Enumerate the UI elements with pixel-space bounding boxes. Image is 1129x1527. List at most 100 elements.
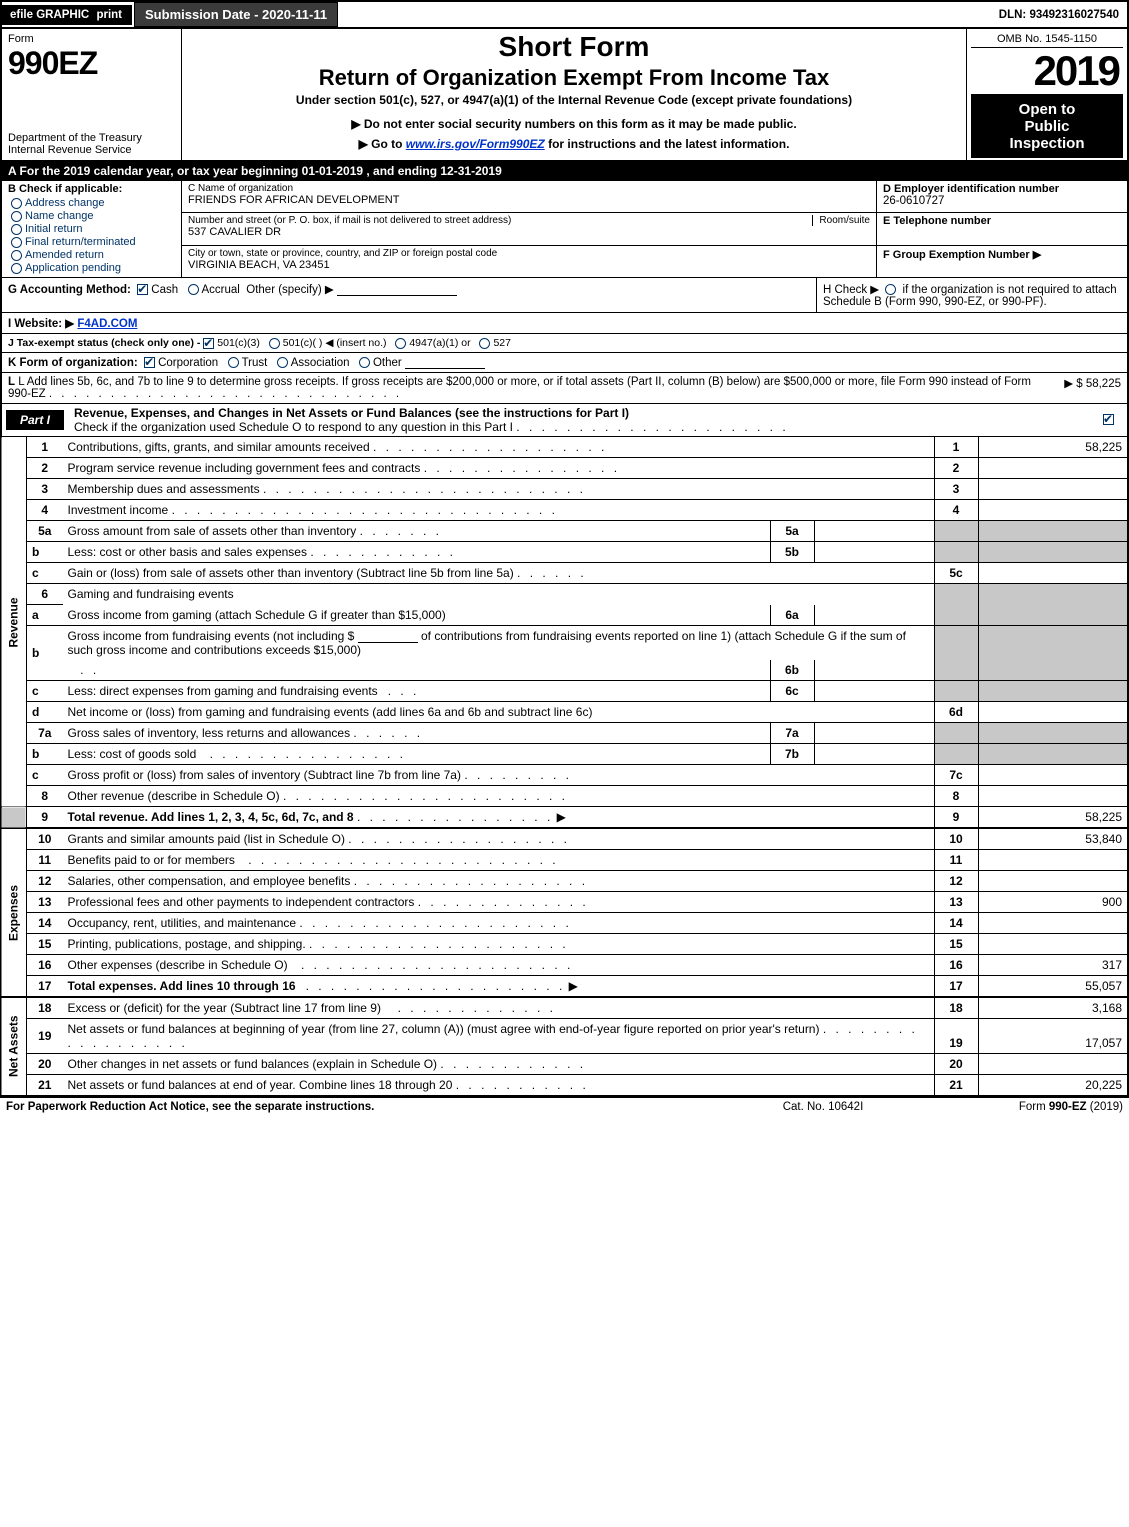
- val-18: 3,168: [978, 997, 1128, 1019]
- box-10: 10: [934, 828, 978, 850]
- chk-501c[interactable]: [269, 338, 280, 349]
- row-5c: c Gain or (loss) from sale of assets oth…: [1, 563, 1128, 584]
- txt-501c3: 501(c)(3): [217, 337, 260, 349]
- chk-final-return[interactable]: Final return/terminated: [8, 236, 175, 248]
- ln-9: 9: [27, 807, 63, 829]
- chk-other-org[interactable]: [359, 357, 370, 368]
- val-5c: [978, 563, 1128, 584]
- dept-line1: Department of the Treasury: [8, 132, 175, 144]
- val-21: 20,225: [978, 1075, 1128, 1097]
- tax-year: 2019: [971, 48, 1123, 95]
- txt-address-change: Address change: [25, 197, 105, 209]
- val-4: [978, 500, 1128, 521]
- short-form-title: Short Form: [188, 31, 960, 63]
- desc-7c-txt: Gross profit or (loss) from sales of inv…: [68, 768, 461, 782]
- other-org-input[interactable]: [405, 356, 485, 369]
- open-line2: Public: [973, 118, 1121, 135]
- print-link[interactable]: print: [96, 9, 122, 21]
- val-5b-grey: [978, 542, 1128, 563]
- ln-3: 3: [27, 479, 63, 500]
- chk-schedule-o[interactable]: [1103, 414, 1114, 425]
- website-link[interactable]: F4AD.COM: [77, 318, 137, 330]
- txt-527: 527: [493, 337, 511, 349]
- desc-16: Other expenses (describe in Schedule O) …: [63, 955, 935, 976]
- chk-cash[interactable]: [137, 284, 148, 295]
- val-6a-grey: [978, 605, 1128, 626]
- chk-initial-return[interactable]: Initial return: [8, 223, 175, 235]
- part1-table: Revenue 1 Contributions, gifts, grants, …: [0, 437, 1129, 1097]
- desc-19-txt: Net assets or fund balances at beginning…: [68, 1022, 820, 1036]
- txt-name-change: Name change: [25, 210, 94, 222]
- irs-link[interactable]: www.irs.gov/Form990EZ: [406, 137, 545, 151]
- val-11: [978, 850, 1128, 871]
- txt-initial-return: Initial return: [25, 223, 82, 235]
- other-specify-input[interactable]: [337, 283, 457, 296]
- form-id-block: Form 990EZ Department of the Treasury In…: [2, 29, 182, 160]
- mini-7a: 7a: [770, 723, 814, 744]
- ln-7b: b: [27, 744, 63, 765]
- h-schedule-b: H Check ▶ if the organization is not req…: [817, 278, 1127, 312]
- desc-15-txt: Printing, publications, postage, and shi…: [68, 937, 306, 951]
- ln-6: 6: [27, 584, 63, 605]
- row-8: 8 Other revenue (describe in Schedule O)…: [1, 786, 1128, 807]
- txt-corp: Corporation: [158, 357, 218, 369]
- val-10: 53,840: [978, 828, 1128, 850]
- efile-label: efile GRAPHIC print: [2, 5, 132, 25]
- val-12: [978, 871, 1128, 892]
- chk-4947[interactable]: [395, 338, 406, 349]
- mini-6b: 6b: [770, 660, 814, 681]
- box-4: 4: [934, 500, 978, 521]
- minival-7a: [814, 723, 934, 744]
- chk-assoc[interactable]: [277, 357, 288, 368]
- val-6-grey: [978, 584, 1128, 605]
- box-3: 3: [934, 479, 978, 500]
- col-b: B Check if applicable: Address change Na…: [2, 181, 182, 277]
- val-19: 17,057: [978, 1019, 1128, 1054]
- desc-2: Program service revenue including govern…: [63, 458, 935, 479]
- room-label: Room/suite: [812, 215, 870, 226]
- org-addr: 537 CAVALIER DR: [188, 226, 870, 238]
- chk-trust[interactable]: [228, 357, 239, 368]
- 6b-amount-input[interactable]: [358, 630, 418, 643]
- ln-5c: c: [27, 563, 63, 584]
- footer-right-bold: 990-EZ: [1049, 1101, 1087, 1113]
- txt-other: Other (specify) ▶: [246, 284, 333, 296]
- desc-2-txt: Program service revenue including govern…: [68, 461, 421, 475]
- row-5b: b Less: cost or other basis and sales ex…: [1, 542, 1128, 563]
- desc-7b-txt: Less: cost of goods sold: [68, 747, 197, 761]
- g-label: G Accounting Method:: [8, 284, 131, 296]
- chk-corp[interactable]: [144, 357, 155, 368]
- chk-address-change[interactable]: Address change: [8, 197, 175, 209]
- ln-4: 4: [27, 500, 63, 521]
- desc-20-txt: Other changes in net assets or fund bala…: [68, 1057, 438, 1071]
- box-6-grey: [934, 584, 978, 605]
- under-section: Under section 501(c), 527, or 4947(a)(1)…: [188, 93, 960, 107]
- header-grid: B Check if applicable: Address change Na…: [0, 181, 1129, 278]
- desc-11-txt: Benefits paid to or for members: [68, 853, 235, 867]
- line-a-tax-year: A For the 2019 calendar year, or tax yea…: [0, 162, 1129, 181]
- row-7a: 7a Gross sales of inventory, less return…: [1, 723, 1128, 744]
- form-number: 990EZ: [8, 45, 175, 82]
- chk-amended-return[interactable]: Amended return: [8, 249, 175, 261]
- chk-accrual[interactable]: [188, 284, 199, 295]
- chk-schedule-b[interactable]: [885, 284, 896, 295]
- title-center: Short Form Return of Organization Exempt…: [182, 29, 967, 160]
- h-pre: H Check ▶: [823, 284, 879, 296]
- chk-527[interactable]: [479, 338, 490, 349]
- row-2: 2 Program service revenue including gove…: [1, 458, 1128, 479]
- val-6c-grey: [978, 681, 1128, 702]
- ln-8: 8: [27, 786, 63, 807]
- ln-6a: a: [27, 605, 63, 626]
- chk-application-pending[interactable]: Application pending: [8, 262, 175, 274]
- side-revenue: Revenue: [1, 437, 27, 807]
- chk-name-change[interactable]: Name change: [8, 210, 175, 222]
- part1-tab: Part I: [6, 410, 64, 430]
- chk-501c3[interactable]: [203, 338, 214, 349]
- desc-10: Grants and similar amounts paid (list in…: [63, 828, 935, 850]
- box-6b-grey: [934, 626, 978, 681]
- desc-16-txt: Other expenses (describe in Schedule O): [68, 958, 288, 972]
- desc-1-txt: Contributions, gifts, grants, and simila…: [68, 440, 370, 454]
- txt-accrual: Accrual: [202, 284, 240, 296]
- org-name-pane: C Name of organization FRIENDS FOR AFRIC…: [182, 181, 876, 213]
- row-5a: 5a Gross amount from sale of assets othe…: [1, 521, 1128, 542]
